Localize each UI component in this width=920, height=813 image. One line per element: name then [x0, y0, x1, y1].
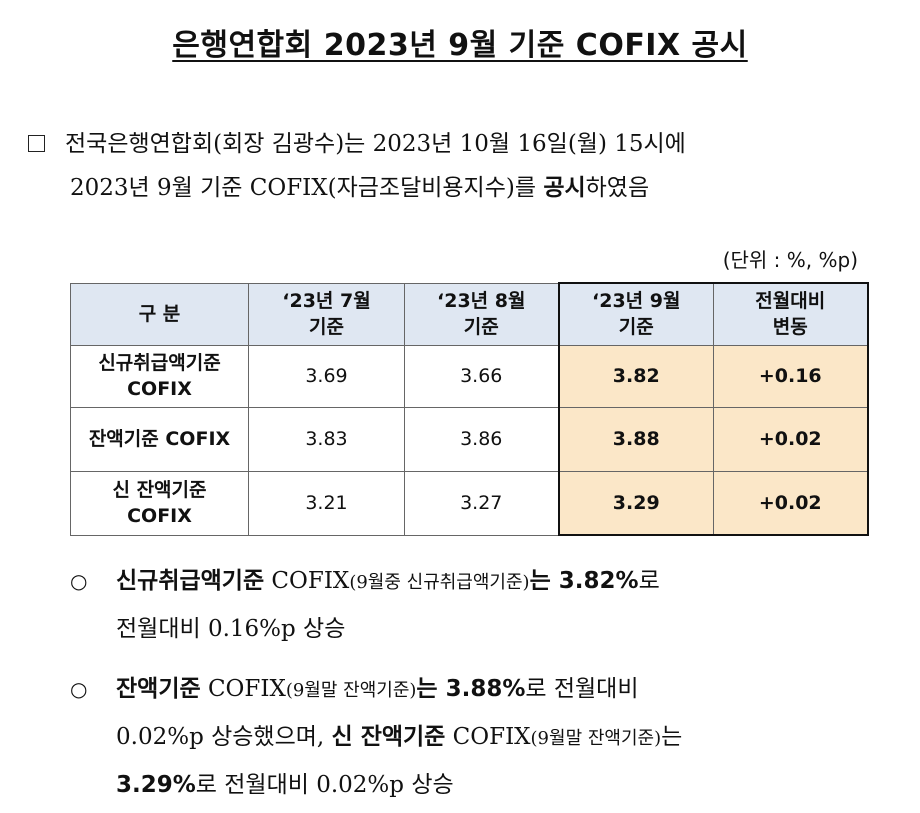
cell-change: +0.02 [713, 470, 869, 536]
cell-aug: 3.66 [404, 344, 559, 408]
cell-aug: 3.27 [404, 470, 559, 536]
row-label: 신규취급액기준 COFIX [70, 344, 249, 408]
bullet-circle-icon: ○ [70, 677, 88, 701]
table-row: 신 잔액기준 COFIX 3.21 3.27 3.29 +0.02 [70, 470, 869, 536]
cell-jul: 3.69 [248, 344, 405, 408]
cell-sep: 3.29 [557, 470, 714, 536]
table-header-row: 구 분 ‘23년 7월 기준 ‘23년 8월 기준 ‘23년 9월 기준 전월대비 변동 [70, 282, 869, 346]
cell-change: +0.16 [713, 344, 869, 408]
bullet-balance-cofix: ○ 잔액기준 COFIX(9월말 잔액기준)는 3.88%로 전월대비 0.02%… [70, 666, 860, 808]
cell-sep: 3.82 [557, 344, 714, 408]
header-change: 전월대비 변동 [713, 282, 869, 346]
cell-aug: 3.86 [404, 406, 559, 472]
header-category: 구 분 [70, 282, 249, 346]
checkbox-icon [28, 135, 45, 152]
intro-line-2: 2023년 9월 기준 COFIX(자금조달비용지수)를 공시하였음 [70, 174, 650, 201]
bullet-circle-icon: ○ [70, 569, 88, 593]
cell-jul: 3.83 [248, 406, 405, 472]
cofix-table: 구 분 ‘23년 7월 기준 ‘23년 8월 기준 ‘23년 9월 기준 전월대비 변동… [70, 282, 869, 536]
unit-label: (단위 : %, %p) [722, 248, 858, 272]
intro-paragraph: 전국은행연합회(회장 김광수)는 2023년 10월 16일(월) 15시에 2… [28, 122, 888, 210]
table-row: 신규취급액기준 COFIX 3.69 3.66 3.82 +0.16 [70, 344, 869, 408]
intro-line-1: 전국은행연합회(회장 김광수)는 2023년 10월 16일(월) 15시에 [28, 122, 888, 166]
cell-jul: 3.21 [248, 470, 405, 536]
cell-change: +0.02 [713, 406, 869, 472]
cell-sep: 3.88 [557, 406, 714, 472]
page-title: 은행연합회 2023년 9월 기준 COFIX 공시 [172, 28, 748, 63]
header-sep: ‘23년 9월 기준 [557, 282, 714, 346]
row-label: 잔액기준 COFIX [70, 406, 249, 472]
bullet-new-cofix: ○ 신규취급액기준 COFIX(9월중 신규취급액기준)는 3.82%로 전월대비… [70, 558, 860, 652]
table-row: 잔액기준 COFIX 3.83 3.86 3.88 +0.02 [70, 406, 869, 472]
row-label: 신 잔액기준 COFIX [70, 470, 249, 536]
header-aug: ‘23년 8월 기준 [404, 282, 559, 346]
header-jul: ‘23년 7월 기준 [248, 282, 405, 346]
